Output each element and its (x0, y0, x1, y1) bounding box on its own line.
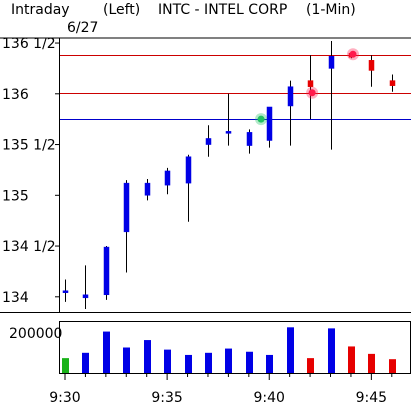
volume-bar (287, 327, 294, 373)
candle-body (225, 131, 232, 134)
candle (287, 80, 294, 146)
price-tick-label: 135 1/2 (2, 138, 56, 154)
candle (103, 246, 110, 300)
candle (246, 129, 253, 154)
time-tick-label: 9:45 (356, 390, 387, 406)
candle (164, 167, 171, 195)
volume-bar (328, 328, 335, 373)
candle (82, 265, 89, 309)
candle-body (368, 60, 375, 71)
volume-bar (205, 352, 212, 373)
candle-body (287, 86, 294, 107)
volume-bar (246, 351, 253, 373)
candle-body (164, 170, 171, 186)
price-tick-label: 136 (2, 87, 29, 103)
candle (307, 55, 314, 120)
volume-bar (348, 346, 355, 373)
candle (123, 180, 130, 273)
volume-bar (123, 347, 130, 373)
price-tick-label: 135 (2, 188, 29, 204)
axis-side-label: (Left) (103, 2, 140, 18)
time-tick-label: 9:30 (49, 390, 80, 406)
volume-bar (144, 340, 151, 373)
candle (328, 41, 335, 150)
volume-tick-label: 200000 (9, 326, 62, 342)
candle (205, 125, 212, 157)
volume-bar (266, 354, 273, 373)
volume-panel-frame (59, 321, 411, 374)
candle-body (389, 80, 396, 86)
volume-bar (307, 358, 314, 373)
candle-body (246, 132, 253, 146)
reference-lines (60, 55, 411, 120)
volume-bar (185, 354, 192, 373)
price-tick-label: 134 (2, 290, 29, 306)
date-label: 6/27 (67, 20, 98, 36)
volume-bar (82, 352, 89, 373)
interval-label: (1-Min) (306, 2, 356, 18)
candle-body (266, 106, 273, 141)
candle-body (205, 138, 212, 145)
volume-bar (225, 348, 232, 373)
price-tick-label: 136 1/2 (2, 36, 56, 52)
candle-body (185, 156, 192, 184)
candle-body (82, 294, 89, 299)
volume-bar (62, 358, 69, 373)
candle-body (307, 80, 314, 87)
candle (62, 279, 69, 302)
markers (255, 48, 359, 126)
volume-bars (62, 327, 396, 373)
price-axis: 134 134 1/2 135 135 1/2 136 136 1/2 (2, 36, 60, 306)
signal-marker (349, 50, 357, 58)
volume-bar (368, 353, 375, 373)
candle-body (62, 290, 69, 293)
volume-bar (389, 359, 396, 373)
candle-body (328, 55, 335, 69)
volume-bar (103, 331, 110, 373)
time-tick-label: 9:40 (254, 390, 285, 406)
candle (368, 55, 375, 87)
chart-title: INTC - INTEL CORP (158, 2, 287, 18)
candle (389, 74, 396, 92)
candle (185, 154, 192, 222)
candle (144, 179, 151, 201)
candles (62, 41, 396, 309)
candle (225, 93, 232, 146)
signal-marker (308, 89, 316, 97)
signal-marker (257, 115, 265, 123)
candle (266, 106, 273, 148)
time-axis: 9:30 9:35 9:40 9:45 (49, 374, 393, 406)
candle-body (123, 182, 130, 233)
volume-bar (164, 349, 171, 373)
chart-mode-label: Intraday (11, 2, 70, 18)
price-tick-label: 134 1/2 (2, 239, 56, 255)
candle-body (103, 246, 110, 296)
time-tick-label: 9:35 (151, 390, 182, 406)
candle-body (144, 182, 151, 196)
